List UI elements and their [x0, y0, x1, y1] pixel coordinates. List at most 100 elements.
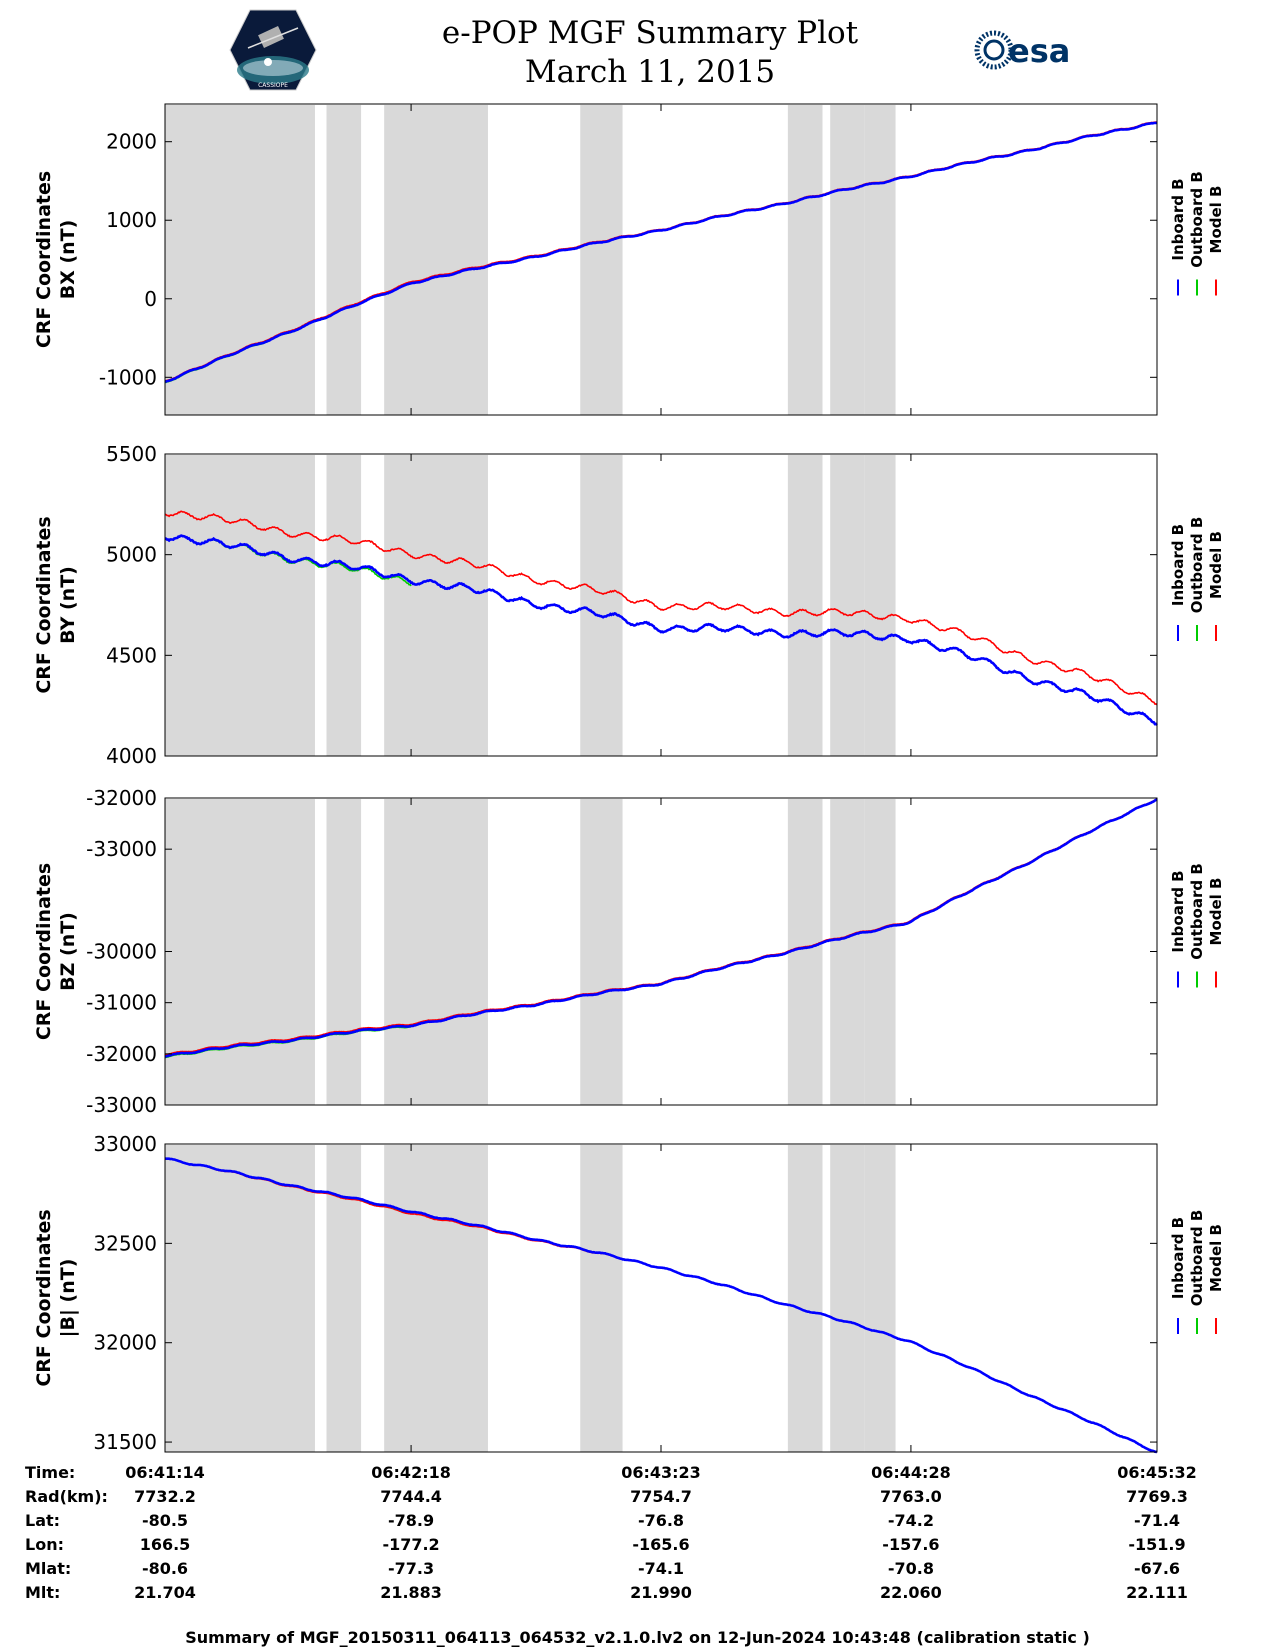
info-cell: 21.990 [630, 1583, 692, 1602]
cassiope-mission-logo: CASSIOPE [229, 9, 317, 91]
legend-label: Inboard B [1169, 870, 1187, 952]
y-tick-label: 0 [144, 287, 157, 311]
gap-shading [580, 799, 623, 1105]
legend-label: Model B [1207, 186, 1225, 254]
plot-panel: 2000 1000 0 -1000 CRF Coordinates BX (nT) Inbo… [33, 103, 1225, 416]
info-cell: -67.6 [1133, 1559, 1181, 1578]
gap-shading [384, 1145, 488, 1452]
legend-label: Model B [1207, 531, 1225, 599]
y-axis-label: BZ (nT) [57, 912, 79, 991]
y-tick-label: -30000 [86, 940, 157, 964]
y-tick-label: -32000 [86, 1042, 157, 1066]
info-cell: 7769.3 [1126, 1487, 1188, 1506]
gap-shading [830, 455, 865, 756]
series-line [164, 1157, 1158, 1454]
info-cell: 06:42:18 [371, 1463, 451, 1482]
info-cell: 06:45:32 [1117, 1463, 1197, 1482]
y-tick-label: 33000 [93, 1132, 157, 1156]
info-cell: -76.8 [637, 1511, 685, 1530]
gap-shading [165, 105, 315, 415]
y-tick-label: -33000 [86, 1093, 157, 1117]
gap-shading [326, 105, 362, 415]
y-tick-label: 5500 [106, 442, 157, 466]
info-cell: -177.2 [382, 1535, 440, 1554]
info-cell: 06:43:23 [621, 1463, 701, 1482]
y-axis-label: |B| (nT) [57, 1259, 79, 1338]
y-tick-label: -32000 [86, 786, 157, 810]
info-cell: -157.6 [882, 1535, 940, 1554]
info-cell: 7754.7 [630, 1487, 692, 1506]
y-axis-label: CRF Coordinates [33, 1209, 55, 1386]
info-cell: -71.4 [1133, 1511, 1181, 1530]
info-cell: 7744.4 [380, 1487, 442, 1506]
info-cell: 7763.0 [880, 1487, 942, 1506]
info-cell: 06:44:28 [871, 1463, 951, 1482]
info-cell: -165.6 [632, 1535, 690, 1554]
y-tick-label: 4500 [106, 643, 157, 667]
legend-label: Model B [1207, 878, 1225, 946]
y-tick-label: -31000 [86, 991, 157, 1015]
info-cell: 21.704 [134, 1583, 196, 1602]
info-cell: -70.8 [887, 1559, 934, 1578]
plot-title: e-POP MGF Summary Plot [441, 15, 859, 51]
info-cell: -151.9 [1128, 1535, 1186, 1554]
info-cell: -74.2 [887, 1511, 934, 1530]
legend-label: Inboard B [1169, 524, 1187, 606]
y-tick-label: 32500 [93, 1231, 157, 1255]
gap-shading [787, 105, 823, 415]
gap-shading [384, 455, 488, 756]
gap-shading [787, 1145, 823, 1452]
gap-shading [830, 799, 865, 1105]
gap-shading [864, 105, 896, 415]
gap-shading [830, 105, 865, 415]
y-axis-label: CRF Coordinates [33, 863, 55, 1040]
plot-date: March 11, 2015 [524, 54, 776, 90]
series-line [164, 798, 1158, 1058]
info-row-label: Lon: [25, 1535, 64, 1554]
gap-shading [165, 1145, 315, 1452]
gap-shading [864, 799, 896, 1105]
info-cell: 21.883 [380, 1583, 442, 1602]
series-line [164, 534, 1158, 726]
y-tick-label: 2000 [106, 130, 157, 154]
series-line [164, 121, 1158, 383]
gap-shading [787, 799, 823, 1105]
y-tick-label: 5000 [106, 543, 157, 567]
y-tick-label: 1000 [106, 208, 157, 232]
gap-shading [580, 1145, 623, 1452]
info-cell: 06:41:14 [125, 1463, 205, 1482]
series-line [164, 510, 1158, 706]
legend-label: Outboard B [1188, 1210, 1206, 1307]
gap-shading [830, 1145, 865, 1452]
gap-shading [165, 455, 315, 756]
info-cell: -80.5 [141, 1511, 189, 1530]
gap-shading [787, 455, 823, 756]
info-row-label: Mlt: [25, 1583, 61, 1602]
info-cell: 22.060 [880, 1583, 942, 1602]
gap-shading [326, 455, 362, 756]
y-axis-label: CRF Coordinates [33, 171, 55, 348]
cassiope-logo-text: CASSIOPE [258, 82, 288, 89]
gap-shading [580, 105, 623, 415]
legend-label: Inboard B [1169, 1217, 1187, 1299]
y-tick-label: 31500 [93, 1430, 157, 1454]
gap-shading [864, 1145, 896, 1452]
gap-shading [326, 1145, 362, 1452]
info-row-label: Time: [25, 1463, 76, 1482]
legend-label: Outboard B [1188, 863, 1206, 960]
footer-summary: Summary of MGF_20150311_064113_064532_v2… [185, 1628, 1090, 1647]
orbit-info-table: Time: 06:41:14 06:42:18 06:43:23 06:44:28 06:… [0, 1455, 1275, 1615]
gap-shading [165, 799, 315, 1105]
plot-panel: 5500 5000 4500 4000 CRF Coordinates BY (nT) In… [33, 442, 1225, 768]
y-axis-label: BX (nT) [57, 220, 79, 300]
plot-panel: 33000 32500 32000 31500 CRF Coordinates |B| (… [33, 1132, 1225, 1454]
info-cell: 22.111 [1126, 1583, 1188, 1602]
y-axis-label: CRF Coordinates [33, 516, 55, 693]
y-tick-label: 32000 [93, 1331, 157, 1355]
legend-label: Outboard B [1188, 517, 1206, 614]
y-tick-label: 4000 [106, 744, 157, 768]
info-cell: 7732.2 [134, 1487, 196, 1506]
gap-shading [580, 455, 623, 756]
gap-shading [864, 455, 896, 756]
plot-panel: -32000 -33000 -30000 -31000 -32000 -33000 CRF … [33, 786, 1225, 1117]
